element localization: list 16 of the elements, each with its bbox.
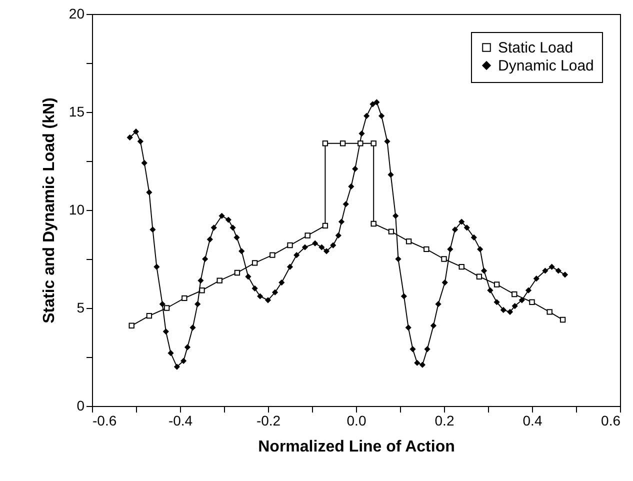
x-tick-label: -0.6 bbox=[92, 412, 117, 428]
y-tick-label: 15 bbox=[68, 104, 85, 120]
x-tick-label: -0.2 bbox=[256, 412, 281, 428]
x-tick-label: 0.6 bbox=[601, 412, 621, 428]
y-tick-label: 10 bbox=[68, 202, 85, 218]
y-axis-title: Static and Dynamic Load (kN) bbox=[40, 98, 58, 324]
x-tick-label: 0.2 bbox=[434, 412, 454, 428]
y-tick-label: 0 bbox=[76, 398, 85, 414]
x-tick-label: 0.0 bbox=[346, 412, 366, 428]
legend-label: Dynamic Load bbox=[498, 58, 594, 74]
legend-label: Static Load bbox=[498, 40, 574, 56]
y-tick-label: 20 bbox=[68, 6, 85, 22]
x-axis-title: Normalized Line of Action bbox=[258, 438, 455, 456]
x-tick-label: 0.4 bbox=[522, 412, 542, 428]
x-tick-label: -0.4 bbox=[168, 412, 193, 428]
y-tick-label: 5 bbox=[76, 300, 85, 316]
